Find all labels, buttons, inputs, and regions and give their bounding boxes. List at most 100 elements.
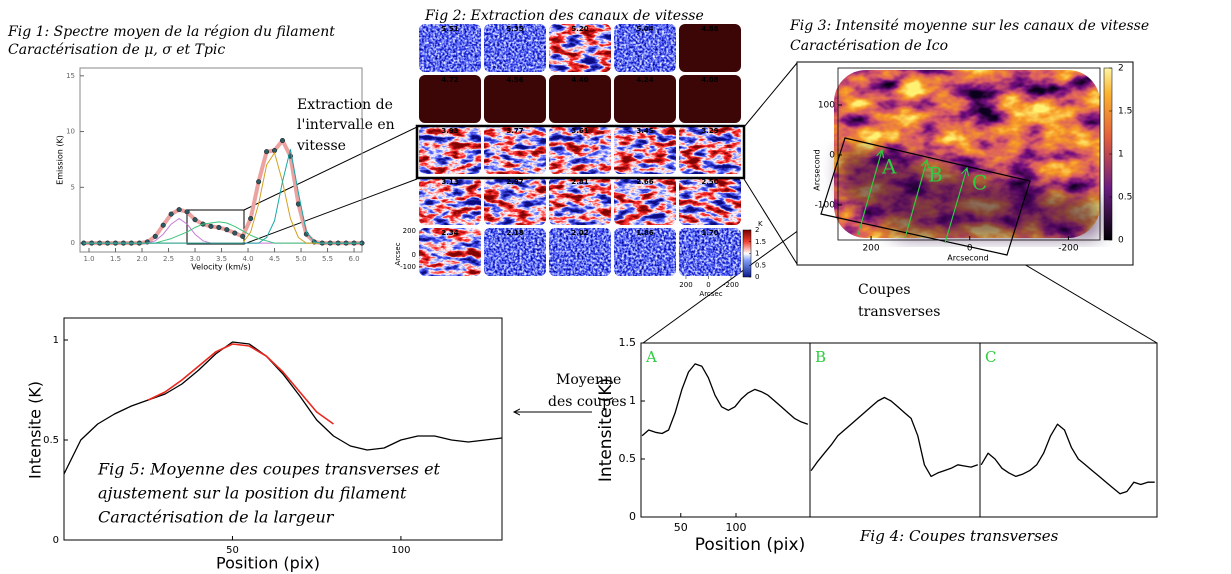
colorbar-tick-label: 0.5 [755,261,766,269]
data-point [184,209,190,215]
y-tick-label: -100 [400,263,416,271]
y-tick-label: 0 [71,239,75,247]
data-point [256,179,262,185]
data-point [152,233,158,239]
velocity-window [186,209,245,245]
x-axis-label: Arcsecond [947,254,989,263]
cut-label: A [881,155,897,179]
x-tick-label: -200 [723,281,739,289]
data-point [264,149,270,155]
channel-map [419,228,481,276]
channel-map [484,75,546,123]
channel-label: 3.77 [506,127,523,135]
channel-map [549,228,611,276]
channel-label: 2.50 [701,178,718,186]
data-point [160,222,166,228]
channel-map [614,75,676,123]
plot-frame [640,342,811,518]
channel-map [484,126,546,174]
channel-label: 4.08 [701,76,718,84]
channel-label: 3.45 [636,127,653,135]
y-axis-label: Intensite (K) [26,381,45,479]
y-tick-label: 1.5 [619,336,637,349]
x-tick-label: 2.0 [136,255,147,263]
channel-map [614,24,676,72]
data-point [232,230,238,236]
panel-label: C [985,348,996,366]
y-tick-label: 15 [66,72,75,80]
colorbar-tick-label: 0 [755,273,759,281]
x-tick-label: 2.5 [163,255,174,263]
plot-frame [79,67,363,253]
colorbar-tick-label: 2 [755,226,759,234]
channel-map [419,126,481,174]
y-tick-label: 200 [403,227,416,235]
y-axis-label: Arcsec [394,242,402,265]
series-line [83,148,362,244]
channel-map [679,228,741,276]
x-tick-label: 4.5 [269,255,280,263]
series-line [83,221,362,244]
channel-label: 3.61 [571,127,588,135]
channel-map [549,177,611,225]
x-tick-label: 6.0 [348,255,359,263]
x-tick-label: 50 [226,545,239,556]
panel-label: A [645,348,657,366]
series-line [810,396,979,478]
y-tick-label: 1 [53,335,59,346]
panel-label: B [815,348,826,366]
fig5-caption: Fig 5: Moyenne des coupes transverses et [97,460,441,479]
connectors [243,62,1158,344]
data-point [168,211,174,217]
channel-map [614,126,676,174]
channel-label: 4.56 [506,76,523,84]
plot-frame [63,317,503,541]
x-tick-label: 3.5 [216,255,227,263]
channel-label: 4.40 [571,76,588,84]
x-axis-label: Position (pix) [695,535,805,555]
x-tick-label: 1.5 [110,255,121,263]
annotation: Moyenne [556,372,621,388]
y-tick-label: 0 [53,535,59,546]
annotation: Coupes [858,282,911,298]
selected-channels [415,124,746,180]
channel-map [679,177,741,225]
x-tick-label: 0 [706,281,710,289]
channel-map [549,126,611,174]
x-tick-label: 200 [862,244,879,254]
series-line [63,341,503,475]
channel-label: 4.88 [701,25,718,33]
channel-label: 2.81 [571,178,588,186]
fig3-subtitle: Caractérisation de Ico [790,38,948,54]
series-line [980,423,1155,495]
channel-label: 1.86 [636,229,653,237]
data-point [192,217,198,223]
fig1-subtitle: Caractérisation de μ, σ et Tpic [8,42,225,58]
channel-label: 2.66 [636,178,653,186]
colorbar-tick-label: 0.5 [1118,193,1132,203]
x-tick-label: 200 [679,281,692,289]
data-point [279,137,285,143]
colorbar-tick-label: 0 [1118,236,1124,246]
channel-label: 5.04 [636,25,653,33]
data-point [248,216,254,222]
annotation: transverses [858,304,940,320]
channel-label: 2.34 [441,229,458,237]
x-tick-label: -200 [1058,244,1079,254]
series-line [641,363,809,437]
channel-label: 4.24 [636,76,653,84]
y-axis-label: Arcsecond [813,149,822,191]
channel-label: 2.02 [571,229,588,237]
filament [840,150,1100,238]
series-line [147,343,334,425]
y-axis-label: Intensite (K) [596,378,616,482]
colorbar-tick-label: 2 [1118,64,1124,74]
annotation: vitesse [296,138,346,154]
x-axis-label: Position (pix) [216,554,320,573]
y-axis-label: Emission (K) [56,135,65,185]
data-point [208,223,214,229]
fig4-caption: Fig 4: Coupes transverses [859,527,1059,545]
cut-box [820,137,1031,256]
x-axis-label: Arcsec [699,290,722,298]
channel-label: 3.13 [441,178,458,186]
